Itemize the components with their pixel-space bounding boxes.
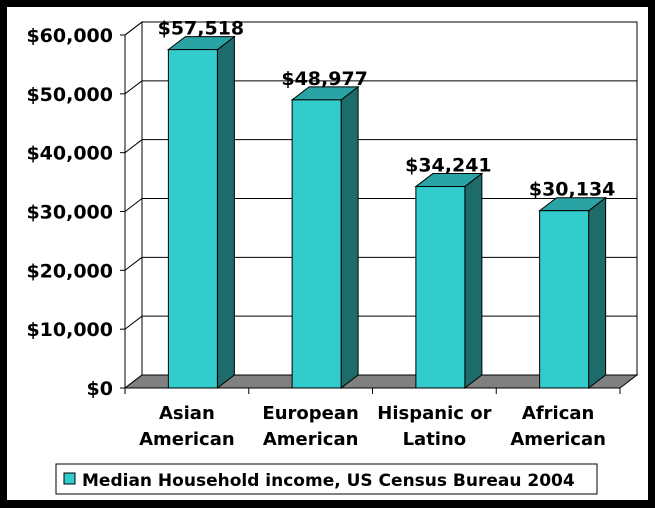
gridline-side (124, 256, 143, 271)
bar (291, 99, 342, 389)
x-tick-label: Latino (403, 429, 467, 450)
x-tick-label: Hispanic or (377, 403, 491, 424)
data-label: $57,518 (158, 18, 245, 40)
y-tick-label: $10,000 (26, 319, 113, 341)
x-tick-label: European (262, 403, 358, 424)
gridline-side (124, 198, 143, 212)
legend-box (55, 463, 598, 495)
x-tick-label: African (522, 403, 594, 424)
data-label: $34,241 (405, 155, 492, 177)
y-tick-label: $30,000 (26, 202, 113, 224)
legend-label: Median Household income, US Census Burea… (82, 471, 575, 491)
data-label: $30,134 (529, 179, 616, 201)
bar-side (464, 172, 483, 390)
y-tick-label: $40,000 (26, 143, 113, 165)
bar (415, 186, 466, 389)
bar-side (216, 35, 235, 390)
x-tick-label: Asian (159, 403, 215, 424)
bar-side (588, 196, 607, 390)
data-label: $48,977 (281, 68, 368, 90)
bar-side (340, 85, 359, 390)
legend: Median Household income, US Census Burea… (55, 463, 598, 495)
x-tick-label: American (510, 429, 606, 450)
x-tick-label: American (263, 429, 359, 450)
y-tick-label: $60,000 (26, 25, 113, 47)
bar (539, 210, 590, 389)
y-tick-label: $20,000 (26, 260, 113, 282)
gridline-side (124, 139, 143, 154)
gridline-side (124, 315, 143, 330)
y-tick-label: $0 (87, 378, 113, 400)
gridline-side (124, 21, 143, 36)
gridline-side (124, 80, 143, 95)
bar (167, 49, 218, 389)
legend-swatch (63, 472, 76, 485)
x-tick-label: American (139, 429, 235, 450)
y-tick-label: $50,000 (26, 84, 113, 106)
